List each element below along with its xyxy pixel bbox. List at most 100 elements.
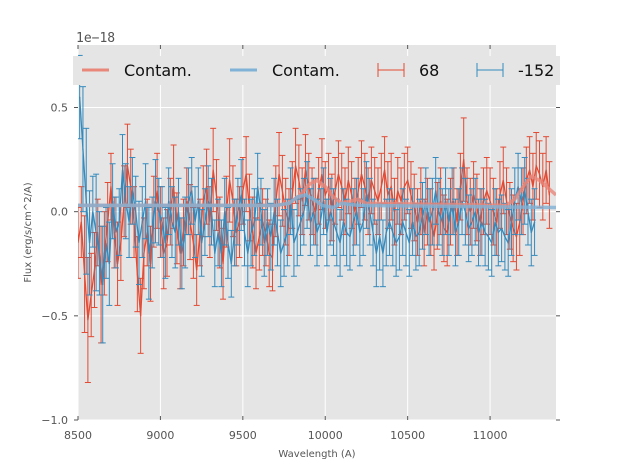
data-point: [472, 194, 475, 196]
series-layer: [78, 54, 556, 383]
data-point: [158, 211, 160, 213]
data-point: [171, 221, 173, 223]
data-point: [416, 221, 419, 223]
data-point: [402, 221, 404, 223]
data-point: [456, 221, 458, 223]
y-axis-label: Flux (erg/s/cm^2/A): [23, 182, 34, 282]
data-point: [179, 252, 181, 254]
data-point: [339, 242, 341, 244]
data-point: [273, 211, 275, 213]
data-point: [192, 242, 194, 244]
data-point: [446, 231, 448, 234]
data-point: [181, 252, 183, 254]
data-point: [316, 231, 318, 234]
data-point: [538, 173, 541, 175]
x-tick-label: 9500: [229, 429, 257, 442]
data-point: [448, 221, 450, 223]
data-point: [496, 221, 498, 223]
data-point: [258, 236, 260, 238]
data-point: [140, 315, 142, 317]
data-point: [501, 227, 503, 229]
data-point: [120, 242, 122, 244]
data-point: [133, 221, 135, 223]
data-point: [222, 263, 224, 265]
data-point: [235, 231, 237, 234]
data-point: [329, 211, 331, 213]
data-point: [463, 158, 465, 161]
data-point: [243, 231, 246, 234]
data-point: [433, 236, 435, 238]
data-point: [123, 200, 125, 202]
data-point: [359, 231, 361, 234]
data-point: [510, 221, 513, 223]
data-point: [369, 211, 371, 213]
data-point: [278, 173, 280, 175]
data-point: [379, 236, 381, 238]
data-point: [504, 236, 506, 238]
data-point: [400, 200, 402, 202]
data-point: [270, 236, 272, 238]
data-point: [351, 194, 353, 196]
data-point: [276, 231, 279, 234]
y-tick-label: −0.5: [41, 310, 68, 323]
data-point: [237, 211, 239, 213]
data-point: [286, 231, 288, 234]
data-point: [387, 194, 389, 196]
data-point: [512, 227, 514, 229]
data-point: [184, 231, 186, 234]
data-point: [375, 252, 377, 254]
data-point: [484, 231, 486, 234]
data-point: [266, 221, 269, 223]
data-point: [182, 231, 185, 234]
data-point: [102, 283, 104, 286]
data-point: [309, 221, 312, 223]
data-point: [128, 221, 130, 223]
data-point: [349, 236, 351, 238]
data-point: [522, 200, 524, 202]
y-tick-label: 0.0: [51, 206, 69, 219]
data-point: [189, 221, 191, 223]
data-point: [420, 200, 422, 202]
data-point: [431, 211, 433, 213]
data-point: [80, 221, 82, 223]
y-offset-label: 1e−18: [76, 31, 115, 46]
data-point: [443, 227, 445, 229]
data-point: [163, 252, 165, 254]
data-point: [474, 211, 476, 213]
data-point: [453, 200, 455, 202]
data-point: [436, 215, 438, 217]
data-point: [293, 242, 295, 244]
data-point: [481, 221, 483, 223]
data-point: [112, 200, 114, 202]
data-point: [545, 169, 547, 171]
data-point: [225, 211, 227, 213]
data-point: [502, 179, 504, 182]
data-point: [532, 186, 534, 188]
data-point: [354, 211, 356, 213]
data-point: [281, 190, 283, 192]
data-point: [362, 221, 364, 223]
data-point: [507, 242, 509, 244]
data-point: [398, 236, 401, 238]
data-point: [415, 236, 417, 238]
data-point: [509, 215, 511, 217]
data-point: [529, 169, 531, 171]
data-point: [247, 252, 249, 254]
data-point: [135, 211, 137, 213]
data-point: [100, 283, 102, 286]
data-point: [494, 221, 496, 223]
data-point: [82, 148, 84, 150]
data-point: [461, 200, 463, 202]
data-point: [97, 231, 99, 234]
data-point: [468, 227, 470, 229]
data-point: [365, 194, 368, 196]
data-point: [215, 194, 218, 196]
data-point: [392, 231, 394, 234]
data-point: [233, 231, 236, 234]
data-point: [313, 211, 315, 213]
data-point: [207, 200, 209, 202]
data-point: [458, 221, 460, 223]
legend-label: 68: [419, 61, 439, 80]
data-point: [491, 242, 493, 244]
data-point: [497, 231, 499, 234]
